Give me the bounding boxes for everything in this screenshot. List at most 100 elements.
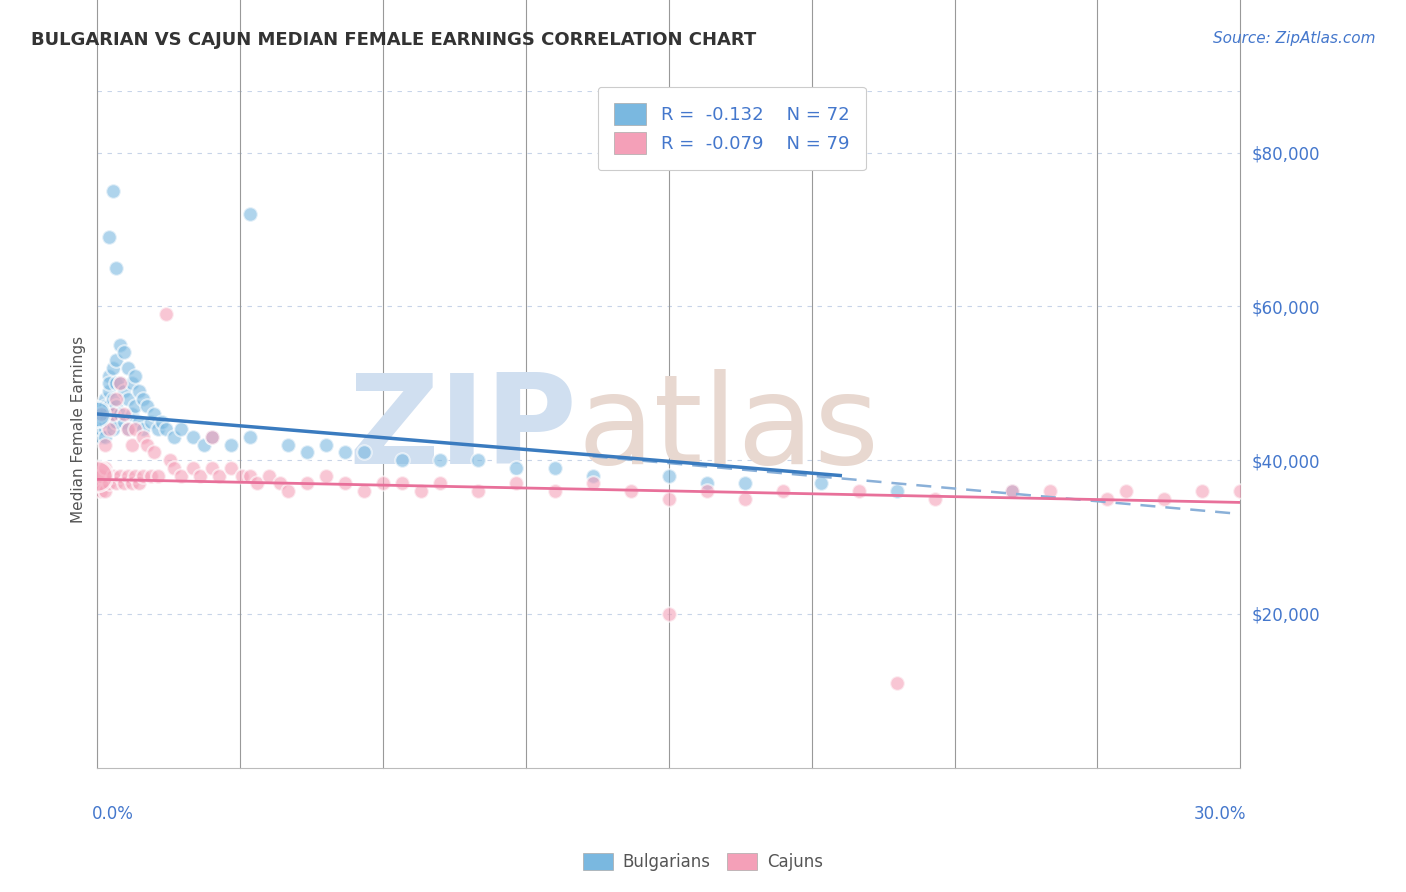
Point	[467, 453, 489, 467]
Point	[94, 438, 117, 452]
Point	[155, 307, 177, 321]
Text: BULGARIAN VS CAJUN MEDIAN FEMALE EARNINGS CORRELATION CHART: BULGARIAN VS CAJUN MEDIAN FEMALE EARNING…	[31, 31, 756, 49]
Point	[112, 345, 135, 359]
Point	[90, 422, 112, 436]
Point	[124, 368, 146, 383]
Point	[86, 407, 108, 421]
Point	[658, 607, 681, 621]
Point	[658, 491, 681, 506]
Point	[411, 483, 433, 498]
Point	[101, 407, 124, 421]
Y-axis label: Median Female Earnings: Median Female Earnings	[72, 335, 86, 523]
Point	[132, 468, 155, 483]
Point	[391, 476, 413, 491]
Point	[94, 392, 117, 406]
Point	[620, 483, 643, 498]
Point	[124, 422, 146, 436]
Point	[315, 468, 337, 483]
Point	[117, 422, 139, 436]
Point	[105, 353, 128, 368]
Point	[135, 400, 157, 414]
Point	[105, 260, 128, 275]
Point	[170, 422, 193, 436]
Point	[124, 468, 146, 483]
Point	[734, 476, 756, 491]
Point	[696, 483, 718, 498]
Point	[219, 438, 242, 452]
Point	[219, 460, 242, 475]
Point	[108, 376, 131, 391]
Legend: Bulgarians, Cajuns: Bulgarians, Cajuns	[574, 845, 832, 880]
Point	[658, 468, 681, 483]
Point	[1039, 483, 1062, 498]
Text: ZIP: ZIP	[349, 369, 578, 490]
Point	[128, 476, 150, 491]
Point	[94, 460, 117, 475]
Point	[90, 400, 112, 414]
Point	[101, 407, 124, 421]
Point	[143, 407, 166, 421]
Point	[333, 445, 356, 459]
Point	[581, 476, 603, 491]
Point	[239, 468, 262, 483]
Point	[155, 422, 177, 436]
Point	[97, 376, 120, 391]
Point	[112, 415, 135, 429]
Point	[121, 438, 143, 452]
Point	[117, 468, 139, 483]
Point	[108, 338, 131, 352]
Point	[257, 468, 280, 483]
Point	[505, 476, 527, 491]
Point	[924, 491, 946, 506]
Point	[90, 468, 112, 483]
Point	[101, 360, 124, 375]
Point	[1115, 483, 1137, 498]
Point	[295, 476, 318, 491]
Point	[97, 476, 120, 491]
Point	[239, 430, 262, 444]
Point	[162, 460, 184, 475]
Point	[101, 422, 124, 436]
Point	[333, 476, 356, 491]
Point	[105, 376, 128, 391]
Point	[295, 445, 318, 459]
Point	[117, 360, 139, 375]
Point	[112, 476, 135, 491]
Point	[97, 422, 120, 436]
Point	[90, 407, 112, 421]
Point	[94, 407, 117, 421]
Point	[90, 430, 112, 444]
Point	[1001, 483, 1024, 498]
Point	[543, 460, 565, 475]
Point	[97, 415, 120, 429]
Point	[371, 476, 394, 491]
Point	[94, 407, 117, 421]
Point	[128, 384, 150, 398]
Point	[886, 483, 908, 498]
Point	[101, 392, 124, 406]
Point	[467, 483, 489, 498]
Point	[121, 407, 143, 421]
Point	[94, 422, 117, 436]
Point	[505, 460, 527, 475]
Point	[886, 676, 908, 690]
Text: 30.0%: 30.0%	[1194, 805, 1246, 823]
Point	[117, 392, 139, 406]
Point	[105, 392, 128, 406]
Point	[277, 438, 299, 452]
Point	[90, 407, 112, 421]
Point	[1095, 491, 1118, 506]
Point	[108, 407, 131, 421]
Text: Source: ZipAtlas.com: Source: ZipAtlas.com	[1212, 31, 1375, 46]
Point	[848, 483, 870, 498]
Point	[94, 400, 117, 414]
Point	[132, 422, 155, 436]
Point	[97, 384, 120, 398]
Point	[108, 376, 131, 391]
Point	[1191, 483, 1213, 498]
Point	[105, 415, 128, 429]
Point	[90, 415, 112, 429]
Point	[124, 400, 146, 414]
Point	[101, 184, 124, 198]
Point	[121, 476, 143, 491]
